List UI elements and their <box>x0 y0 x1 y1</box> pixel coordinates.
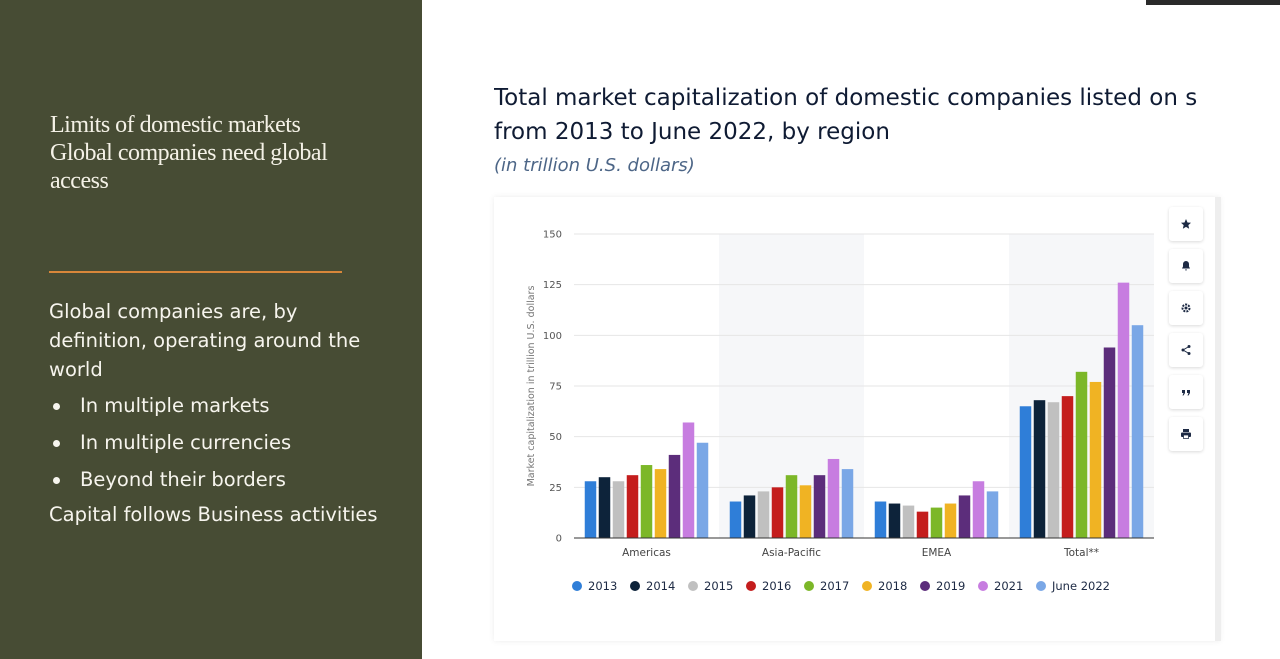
y-axis-label: Market capitalization in trillion U.S. d… <box>526 286 537 487</box>
legend-label: 2015 <box>704 579 733 593</box>
chart-title: Total market capitalization of domestic … <box>494 81 1222 151</box>
bar[interactable] <box>612 481 625 538</box>
bullet-item: Beyond their borders <box>49 464 389 501</box>
y-tick-label: 0 <box>556 534 562 545</box>
legend: 2013 2014 2015 2016 2017 2018 2019 2021 June 202… <box>572 579 1110 593</box>
y-tick-label: 50 <box>549 432 562 443</box>
bar[interactable] <box>827 458 840 538</box>
bar[interactable] <box>1103 347 1116 538</box>
legend-swatch <box>1036 581 1046 591</box>
chart-card-edge <box>1215 197 1221 641</box>
legend-label: 2019 <box>936 579 965 593</box>
bar[interactable] <box>598 477 611 538</box>
bar-chart: 0 25 50 75 100 125 150 Americas Asia-Pacific EME… <box>526 230 1154 593</box>
y-tick-label: 150 <box>543 230 562 241</box>
legend-label: 2013 <box>588 579 617 593</box>
bullet-item: In multiple markets <box>49 390 389 427</box>
bar[interactable] <box>771 487 784 538</box>
x-tick-label: Asia-Pacific <box>762 547 821 559</box>
legend-swatch <box>572 581 582 591</box>
legend-label: 2018 <box>878 579 907 593</box>
bar[interactable] <box>1117 282 1130 538</box>
bar[interactable] <box>1047 402 1060 538</box>
slide-heading: Limits of domestic markets Global compan… <box>50 111 370 195</box>
y-tick-label: 125 <box>543 280 562 291</box>
y-axis-ticks: 0 25 50 75 100 125 150 <box>543 230 562 545</box>
x-axis-labels: Americas Asia-Pacific EMEA Total** <box>622 547 1099 559</box>
legend-label: 2014 <box>646 579 675 593</box>
legend-label: 2016 <box>762 579 791 593</box>
slide-panel: Limits of domestic markets Global compan… <box>0 0 422 659</box>
heading-divider <box>49 271 342 273</box>
bar[interactable] <box>682 422 695 538</box>
legend-label: 2017 <box>820 579 849 593</box>
legend-swatch <box>630 581 640 591</box>
slide-heading-line: access <box>50 168 109 194</box>
y-tick-label: 25 <box>549 483 562 494</box>
bar[interactable] <box>1019 406 1032 538</box>
bar[interactable] <box>916 511 929 538</box>
bar[interactable] <box>813 475 826 538</box>
bar[interactable] <box>874 501 887 538</box>
legend-label: June 2022 <box>1051 579 1110 593</box>
slide-body: Global companies are, by definition, ope… <box>49 297 389 529</box>
chart-toolbar <box>1169 207 1205 459</box>
bar[interactable] <box>640 465 653 538</box>
bar[interactable] <box>757 491 770 538</box>
x-tick-label: Total** <box>1063 547 1099 559</box>
legend-swatch <box>920 581 930 591</box>
bell-icon[interactable] <box>1169 249 1203 283</box>
legend-swatch <box>746 581 756 591</box>
bullet-list: In multiple markets In multiple currenci… <box>49 390 389 501</box>
bar[interactable] <box>668 454 681 538</box>
bar[interactable] <box>841 469 854 538</box>
bar[interactable] <box>626 475 639 538</box>
bar[interactable] <box>1075 371 1088 538</box>
bullet-item: In multiple currencies <box>49 427 389 464</box>
print-icon[interactable] <box>1169 417 1203 451</box>
bar[interactable] <box>930 507 943 538</box>
bar[interactable] <box>799 485 812 538</box>
x-tick-label: Americas <box>622 547 671 559</box>
legend-swatch <box>688 581 698 591</box>
bar[interactable] <box>785 475 798 538</box>
share-icon[interactable] <box>1169 333 1203 367</box>
y-tick-label: 75 <box>549 382 562 393</box>
slide-intro: Global companies are, by definition, ope… <box>49 300 361 381</box>
bar[interactable] <box>888 503 901 538</box>
chart-title-line: Total market capitalization of domestic … <box>494 85 1198 111</box>
bar[interactable] <box>902 505 915 538</box>
chart-subtitle: (in trillion U.S. dollars) <box>494 155 695 176</box>
gear-icon[interactable] <box>1169 291 1203 325</box>
bar[interactable] <box>944 503 957 538</box>
legend-label: 2021 <box>994 579 1023 593</box>
bar[interactable] <box>1061 396 1074 538</box>
slide-heading-line: Global companies need global <box>50 140 328 166</box>
bar[interactable] <box>958 495 971 538</box>
bar[interactable] <box>654 469 667 538</box>
y-tick-label: 100 <box>543 331 562 342</box>
bar[interactable] <box>743 495 756 538</box>
bar[interactable] <box>1089 381 1102 538</box>
legend-swatch <box>804 581 814 591</box>
slide-closing: Capital follows Business activities <box>49 503 378 526</box>
legend-swatch <box>978 581 988 591</box>
bar[interactable] <box>986 491 999 538</box>
bar[interactable] <box>1131 325 1144 538</box>
star-icon[interactable] <box>1169 207 1203 241</box>
slide-heading-line: Limits of domestic markets <box>50 112 301 138</box>
bar[interactable] <box>584 481 597 538</box>
bar[interactable] <box>972 481 985 538</box>
bars <box>584 282 1144 538</box>
bar[interactable] <box>1033 400 1046 538</box>
bar[interactable] <box>729 501 742 538</box>
video-thumbnail <box>1146 0 1280 5</box>
quote-icon[interactable] <box>1169 375 1203 409</box>
bar[interactable] <box>696 442 709 538</box>
x-tick-label: EMEA <box>922 547 952 559</box>
legend-swatch <box>862 581 872 591</box>
chart-title-line: from 2013 to June 2022, by region <box>494 119 890 145</box>
